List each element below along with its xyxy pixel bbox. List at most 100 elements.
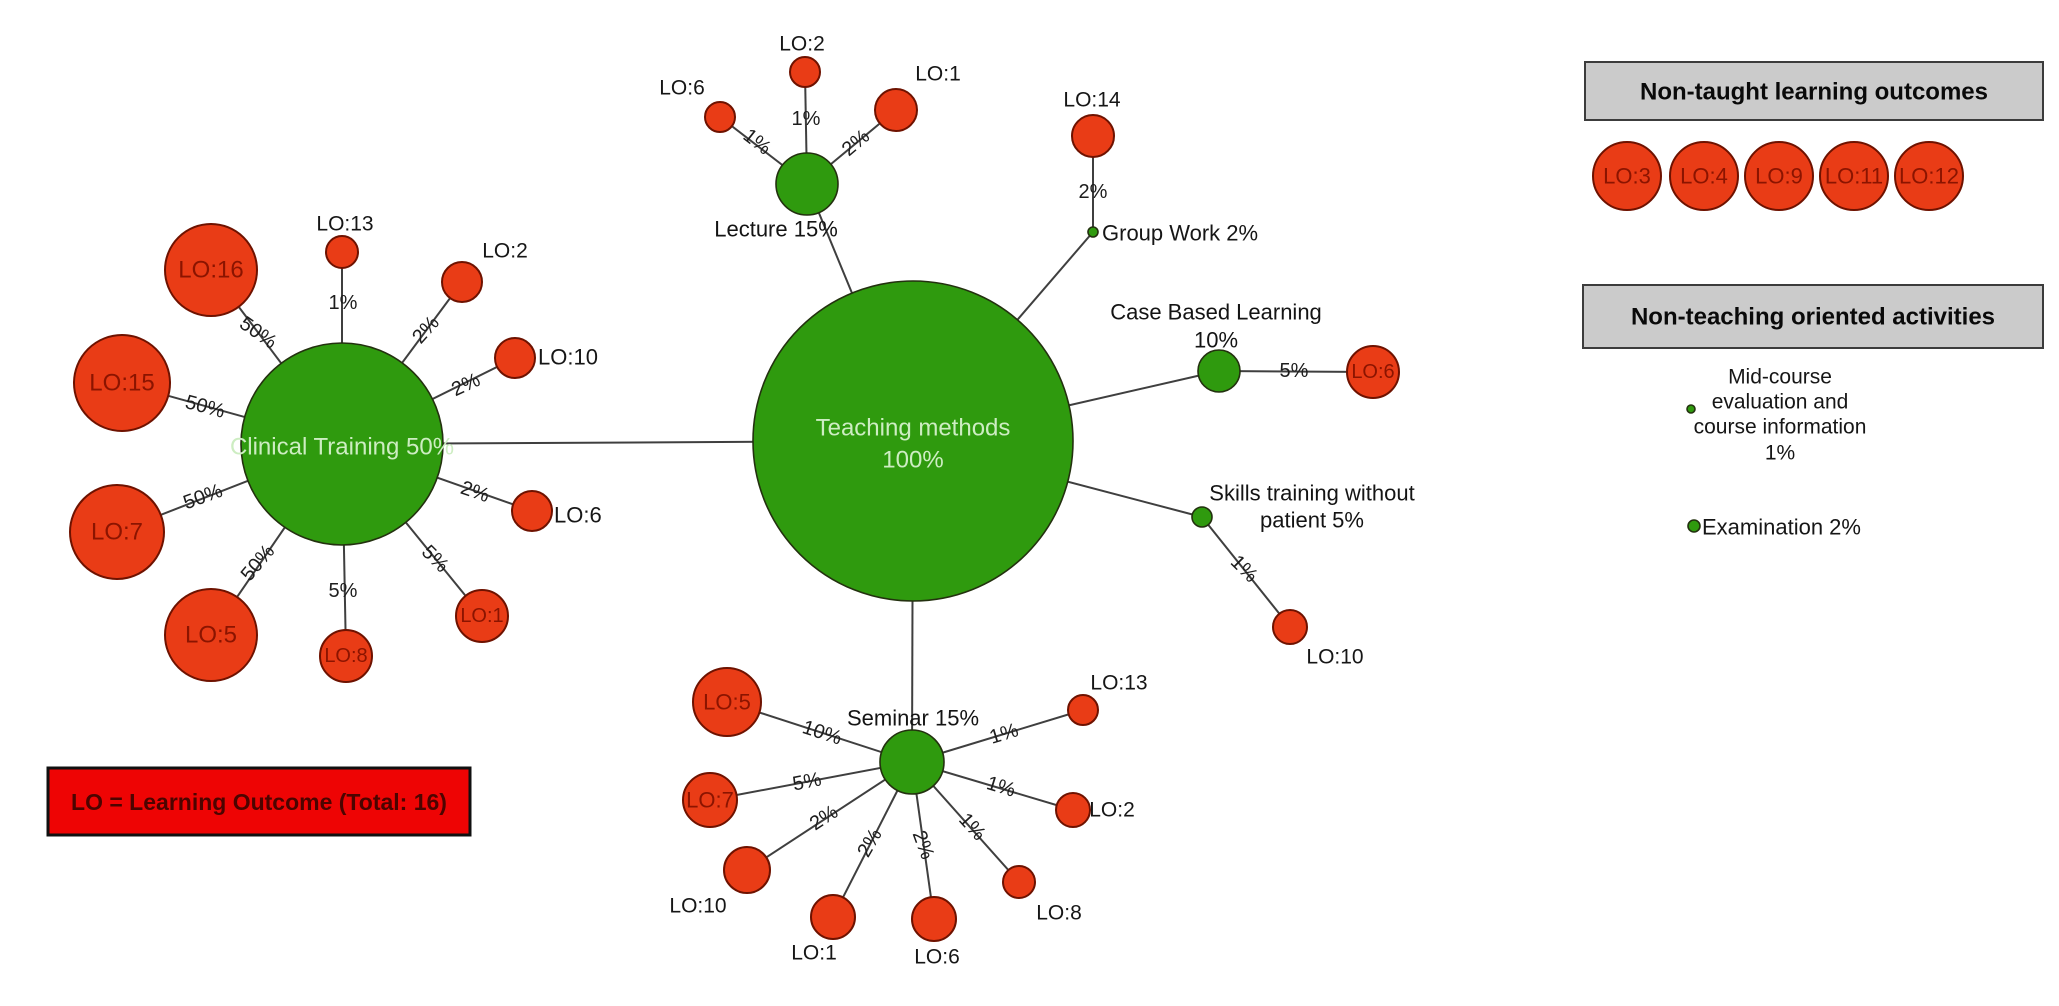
- clinical-lo1-label: LO:1: [460, 605, 503, 627]
- legend: LO = Learning Outcome (Total: 16): [46, 766, 472, 837]
- node-seminar-lo10: [723, 846, 771, 894]
- node-skills-lo10: [1272, 609, 1308, 645]
- node-lecture-lo2: [789, 56, 821, 88]
- node-nontaught-lo9: [1744, 141, 1814, 211]
- case-based-title-line1: Case Based Learning: [1110, 300, 1322, 325]
- pct-seminar-lo2: 1%: [984, 772, 1018, 802]
- clinical-lo10-label: LO:10: [538, 345, 598, 370]
- pct-clinical-lo6: 2%: [458, 477, 493, 507]
- node-clinical-lo13: [325, 235, 359, 269]
- midcourse-line3: course information: [1694, 416, 1867, 439]
- group-work-title: Group Work 2%: [1102, 221, 1258, 246]
- seminar-lo1-outer-label: LO:1: [791, 942, 837, 965]
- pct-clinical-lo1: 5%: [417, 541, 453, 577]
- node-nontaught-lo3: [1592, 141, 1662, 211]
- nontaught-lo3-label: LO:3: [1603, 164, 1651, 189]
- non-teaching-header-title: Non-teaching oriented activities: [1631, 304, 1995, 331]
- group-work-lo14-label: LO:14: [1063, 89, 1121, 112]
- node-group-work-lo14: [1071, 114, 1115, 158]
- nontaught-lo9-label: LO:9: [1755, 164, 1803, 189]
- pct-seminar-lo13: 1%: [987, 719, 1021, 749]
- skills-title-line1: Skills training without: [1209, 481, 1414, 506]
- nontaught-lo11-label: LO:11: [1825, 164, 1883, 189]
- pct-clinical-lo10: 2%: [448, 369, 484, 401]
- node-nontaught-lo12: [1894, 141, 1964, 211]
- node-seminar-lo8: [1002, 865, 1036, 899]
- node-lecture-lo1: [874, 88, 918, 132]
- seminar-lo7-label: LO:7: [686, 788, 734, 813]
- node-teaching-methods: [752, 280, 1074, 602]
- case-based-lo6-label: LO:6: [1351, 361, 1394, 383]
- method-nodes: [240, 152, 1241, 795]
- node-clinical-lo5: [164, 588, 258, 682]
- outcome-nodes: [69, 56, 1400, 942]
- midcourse-line1: Mid-course: [1728, 366, 1832, 389]
- examination-label: Examination 2%: [1702, 515, 1861, 540]
- pct-clinical-lo5: 50%: [237, 540, 280, 585]
- node-seminar-lo7: [682, 772, 738, 828]
- pct-group-work-lo14: 2%: [1079, 181, 1108, 203]
- node-seminar-lo1: [810, 894, 856, 940]
- pct-seminar-lo5: 10%: [800, 716, 845, 749]
- non-taught-header-title: Non-taught learning outcomes: [1640, 79, 1988, 106]
- nontaught-lo4-label: LO:4: [1680, 164, 1728, 189]
- node-clinical-lo10: [494, 337, 536, 379]
- teaching-methods-label-line1: Teaching methods: [816, 415, 1011, 442]
- node-seminar-lo2: [1055, 792, 1091, 828]
- node-seminar-lo13: [1067, 694, 1099, 726]
- node-lecture: [775, 152, 839, 216]
- seminar-title: Seminar 15%: [847, 706, 979, 731]
- pct-seminar-lo10: 2%: [806, 801, 842, 835]
- non-teaching-header-box: [1582, 284, 2044, 349]
- seminar-lo6-outer-label: LO:6: [914, 946, 960, 969]
- clinical-lo16-label: LO:16: [178, 257, 243, 284]
- lecture-lo2-label: LO:2: [779, 33, 825, 56]
- pct-case-based-lo6: 5%: [1280, 360, 1309, 382]
- seminar-lo10-label: LO:10: [669, 895, 726, 918]
- pct-clinical-lo13: 1%: [329, 292, 358, 314]
- pct-clinical-lo7: 50%: [180, 480, 225, 514]
- nontaught-lo12-label: LO:12: [1899, 164, 1959, 189]
- edge-seminar-lo7: [709, 761, 913, 801]
- case-based-title-line2: 10%: [1194, 328, 1238, 353]
- node-clinical-lo2: [441, 261, 483, 303]
- node-midcourse-dot: [1686, 404, 1696, 414]
- node-clinical-lo1: [455, 589, 509, 643]
- lecture-title: Lecture 15%: [714, 217, 838, 242]
- seminar-lo5-label: LO:5: [703, 690, 751, 715]
- node-nontaught-lo4: [1669, 141, 1739, 211]
- node-clinical-training: [240, 342, 444, 546]
- node-nontaught-lo11: [1819, 141, 1889, 211]
- midcourse-line2: evaluation and: [1712, 391, 1849, 414]
- node-clinical-lo8: [319, 629, 373, 683]
- pct-clinical-lo8: 5%: [329, 580, 358, 602]
- node-clinical-lo7: [69, 484, 165, 580]
- node-group-work: [1087, 226, 1099, 238]
- node-case-based-learning: [1197, 349, 1241, 393]
- clinical-lo15-label: LO:15: [89, 370, 154, 397]
- pct-clinical-lo16: 50%: [235, 313, 281, 354]
- clinical-lo13-label: LO:13: [316, 213, 373, 236]
- non-teaching-panel: Non-teaching oriented activities Mid-cou…: [1582, 284, 2044, 540]
- seminar-lo13-label: LO:13: [1090, 672, 1147, 695]
- pct-skills-lo10: 1%: [1226, 551, 1262, 587]
- clinical-training-label: Clinical Training 50%: [230, 434, 454, 461]
- pct-clinical-lo15: 50%: [183, 391, 228, 423]
- node-lecture-lo6: [704, 101, 736, 133]
- node-skills-training: [1191, 506, 1213, 528]
- teaching-methods-label-line2: 100%: [882, 447, 943, 474]
- lecture-lo1-label: LO:1: [915, 63, 961, 86]
- seminar-lo2-label: LO:2: [1089, 799, 1135, 822]
- node-seminar: [879, 729, 945, 795]
- clinical-lo7-label: LO:7: [91, 519, 143, 546]
- skills-lo10-label: LO:10: [1306, 646, 1363, 669]
- legend-box: [46, 766, 472, 837]
- node-clinical-lo16: [164, 223, 258, 317]
- pct-seminar-lo6: 2%: [908, 828, 939, 863]
- clinical-lo6-outer-label: LO:6: [554, 503, 602, 528]
- edge-seminar-lo10: [746, 761, 913, 871]
- seminar-lo8-label: LO:8: [1036, 902, 1082, 925]
- pct-seminar-lo7: 5%: [791, 768, 824, 795]
